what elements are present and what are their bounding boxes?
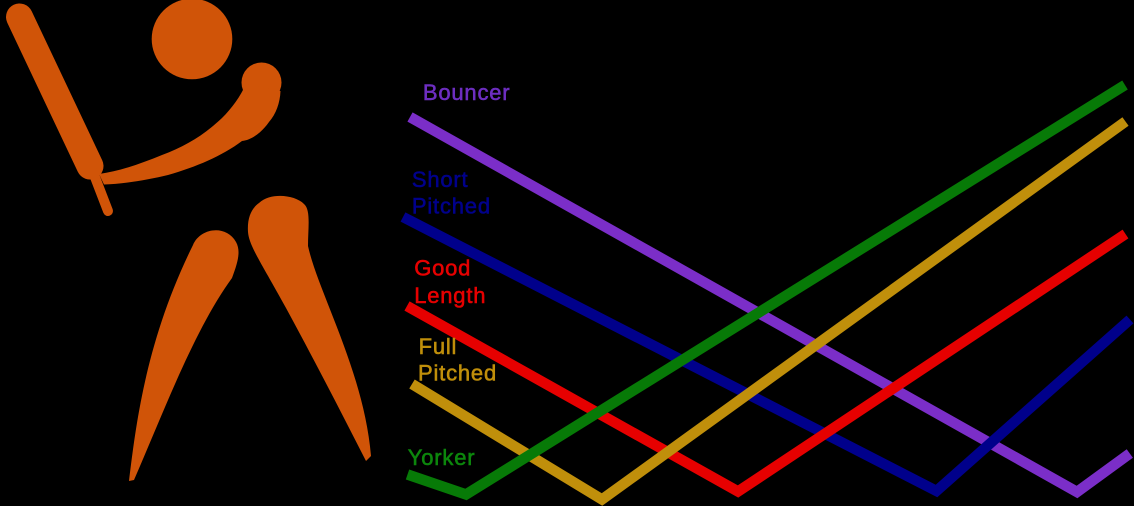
svg-text:Good: Good xyxy=(414,256,471,281)
svg-text:Full: Full xyxy=(419,334,458,359)
svg-text:Length: Length xyxy=(414,283,486,308)
svg-text:Yorker: Yorker xyxy=(408,445,476,470)
svg-text:Pitched: Pitched xyxy=(418,361,497,386)
svg-text:Pitched: Pitched xyxy=(412,194,491,219)
svg-text:Bouncer: Bouncer xyxy=(423,80,511,105)
svg-text:Short: Short xyxy=(412,167,469,192)
